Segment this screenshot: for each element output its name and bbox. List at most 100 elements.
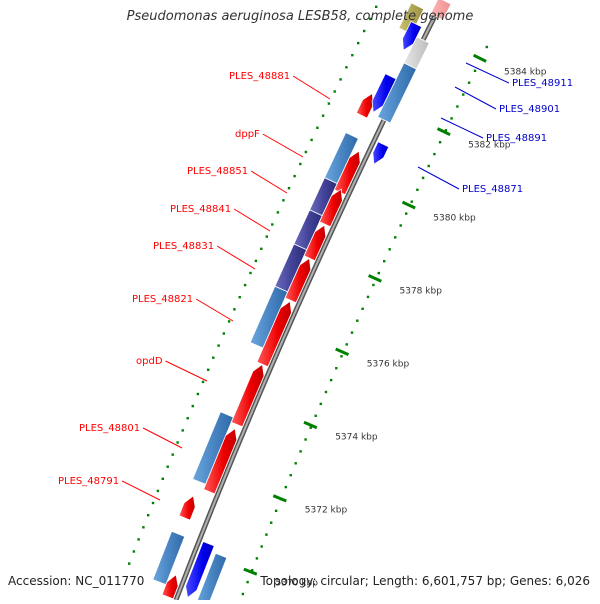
- guide-dot: [293, 174, 296, 178]
- guide-dot: [260, 545, 263, 548]
- guide-dot: [444, 129, 448, 132]
- gene-arrow-forward: [284, 257, 312, 304]
- guide-dot: [251, 569, 254, 572]
- guide-dot: [304, 150, 308, 154]
- guide-dot: [191, 404, 194, 408]
- guide-dot: [319, 402, 322, 406]
- guide-dot: [324, 390, 328, 394]
- gene-arrow-reverse: [402, 20, 423, 52]
- guide-dot: [335, 367, 338, 370]
- guide-dot: [377, 271, 380, 275]
- guide-dot: [271, 223, 274, 226]
- guide-dot: [394, 236, 397, 239]
- guide-dot: [361, 307, 364, 310]
- guide-dot: [151, 501, 155, 505]
- guide-dot: [473, 69, 477, 72]
- guide-dot: [196, 392, 200, 396]
- gene-arrow-forward: [203, 427, 238, 495]
- scale-tick-label: 5374 kbp: [335, 433, 378, 443]
- gene-arrow-forward: [318, 188, 343, 228]
- guide-dot: [416, 188, 419, 191]
- guide-dot: [181, 429, 184, 432]
- guide-dot: [345, 343, 348, 346]
- guide-dot: [294, 462, 297, 465]
- guide-dot: [287, 187, 291, 190]
- leader-line: [195, 298, 234, 322]
- guide-dot: [137, 538, 140, 541]
- guide-dot: [356, 319, 359, 322]
- guide-dot: [485, 45, 488, 49]
- guide-dot: [329, 378, 333, 382]
- guide-dot: [254, 259, 258, 263]
- guide-dot: [327, 102, 331, 105]
- gene-label: dppF: [235, 129, 260, 140]
- scale-tick-label: 5372 kbp: [305, 506, 348, 516]
- gene-label: PLES_48891: [486, 133, 547, 144]
- guide-dot: [238, 296, 241, 299]
- guide-dot: [456, 105, 459, 108]
- scale-tick-label: 5378 kbp: [400, 287, 443, 297]
- guide-dot: [467, 81, 471, 84]
- gene-arrow-forward: [178, 495, 196, 521]
- guide-dot: [316, 126, 319, 129]
- guide-dot: [241, 592, 245, 596]
- scale-tick: [401, 200, 416, 210]
- scale-tick: [367, 274, 382, 283]
- guide-dot: [340, 355, 343, 358]
- gene-arrow-forward: [303, 224, 327, 262]
- gene-label: PLES_48871: [462, 184, 523, 195]
- gene-label: opdD: [136, 356, 163, 367]
- guide-dot: [171, 453, 174, 456]
- guide-dot: [405, 212, 408, 215]
- leader-line: [233, 208, 271, 232]
- gene-label: PLES_48801: [79, 423, 140, 434]
- guide-dot: [176, 441, 179, 444]
- gene-label: PLES_48911: [512, 78, 573, 89]
- guide-dot: [222, 332, 225, 335]
- guide-dot: [265, 235, 268, 238]
- guide-dot: [207, 368, 210, 371]
- scale-tick-label: 5370 kbp: [276, 579, 319, 589]
- guide-dot: [427, 164, 430, 168]
- guide-dot: [217, 344, 220, 347]
- guide-dot: [227, 320, 231, 323]
- guide-dot: [350, 331, 354, 334]
- scale-tick-label: 5380 kbp: [433, 214, 476, 224]
- guide-dot: [388, 248, 391, 251]
- scale-tick: [243, 567, 258, 576]
- guide-dot: [304, 438, 307, 441]
- leader-line: [292, 75, 331, 100]
- cds-box-inner: [152, 530, 186, 586]
- gene-arrow-forward: [230, 363, 265, 428]
- guide-dot: [276, 211, 280, 214]
- guide-dot: [289, 474, 292, 477]
- guide-dot: [345, 66, 348, 69]
- guide-dot: [299, 162, 302, 166]
- guide-dot: [255, 557, 259, 560]
- leader-line: [417, 166, 460, 190]
- guide-dot: [186, 417, 189, 420]
- cds-box-pink: [429, 0, 452, 21]
- cds-box-inner: [195, 552, 228, 604]
- leader-line: [465, 62, 510, 84]
- gene-arrow-reverse: [372, 141, 390, 166]
- gene-arrow-forward: [256, 300, 292, 368]
- guide-dot: [369, 17, 372, 21]
- leader-line: [440, 117, 484, 139]
- guide-dot: [166, 465, 169, 468]
- scale-tick-label: 5384 kbp: [504, 67, 547, 77]
- guide-dot: [212, 356, 215, 359]
- guide-dot: [260, 247, 263, 250]
- gene-label: PLES_48881: [229, 71, 290, 82]
- guide-dot: [321, 114, 325, 117]
- scale-tick-label: 5376 kbp: [367, 360, 410, 370]
- guide-dot: [314, 414, 317, 417]
- guide-dot: [128, 562, 131, 565]
- scale-tick: [472, 53, 487, 63]
- guide-dot: [438, 141, 442, 144]
- guide-dot: [265, 533, 268, 536]
- leader-line: [250, 170, 288, 194]
- guide-dot: [310, 138, 313, 142]
